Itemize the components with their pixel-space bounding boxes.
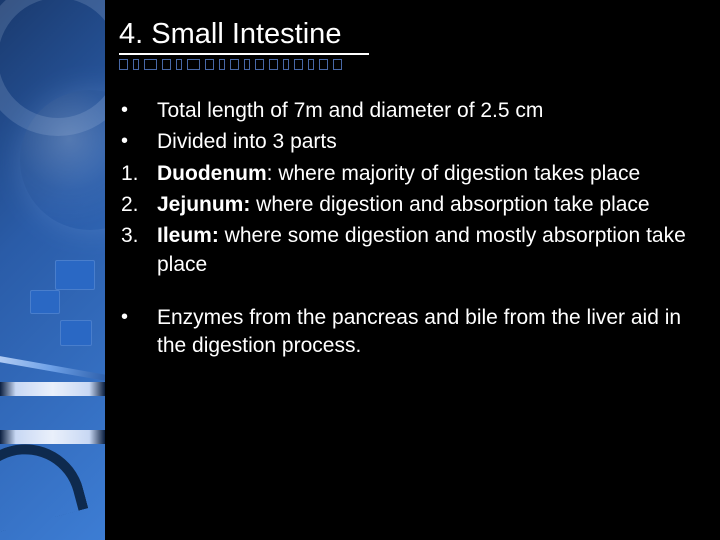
dashed-accent <box>119 59 379 70</box>
list-marker: • <box>119 128 157 156</box>
bullet-list: • Total length of 7m and diameter of 2.5… <box>119 97 692 361</box>
sidebar-square <box>55 260 95 290</box>
list-item: • Total length of 7m and diameter of 2.5… <box>119 97 692 125</box>
list-text: Ileum: where some digestion and mostly a… <box>157 222 692 279</box>
title-underline <box>119 53 369 75</box>
slide-content: 4. Small Intestine • Total length of 7m … <box>105 0 720 540</box>
list-marker: • <box>119 97 157 125</box>
list-item: 3. Ileum: where some digestion and mostl… <box>119 222 692 279</box>
list-marker: 3. <box>119 222 157 279</box>
list-text: Divided into 3 parts <box>157 128 692 156</box>
bold-term: Jejunum: <box>157 193 250 216</box>
list-marker: • <box>119 304 157 361</box>
decorative-sidebar <box>0 0 105 540</box>
sidebar-band <box>0 430 105 444</box>
list-text: Total length of 7m and diameter of 2.5 c… <box>157 97 692 125</box>
list-marker: 2. <box>119 191 157 219</box>
sidebar-square <box>60 320 92 346</box>
list-text: Jejunum: where digestion and absorption … <box>157 191 692 219</box>
list-text: Duodenum: where majority of digestion ta… <box>157 160 692 188</box>
list-item: • Divided into 3 parts <box>119 128 692 156</box>
sidebar-band <box>0 382 105 396</box>
bold-term: Duodenum <box>157 162 267 185</box>
list-text: Enzymes from the pancreas and bile from … <box>157 304 692 361</box>
list-item: • Enzymes from the pancreas and bile fro… <box>119 304 692 361</box>
list-marker: 1. <box>119 160 157 188</box>
bold-term: Ileum: <box>157 224 219 247</box>
list-item: 1. Duodenum: where majority of digestion… <box>119 160 692 188</box>
list-item: 2. Jejunum: where digestion and absorpti… <box>119 191 692 219</box>
slide-title: 4. Small Intestine <box>119 18 692 51</box>
sidebar-square <box>30 290 60 314</box>
